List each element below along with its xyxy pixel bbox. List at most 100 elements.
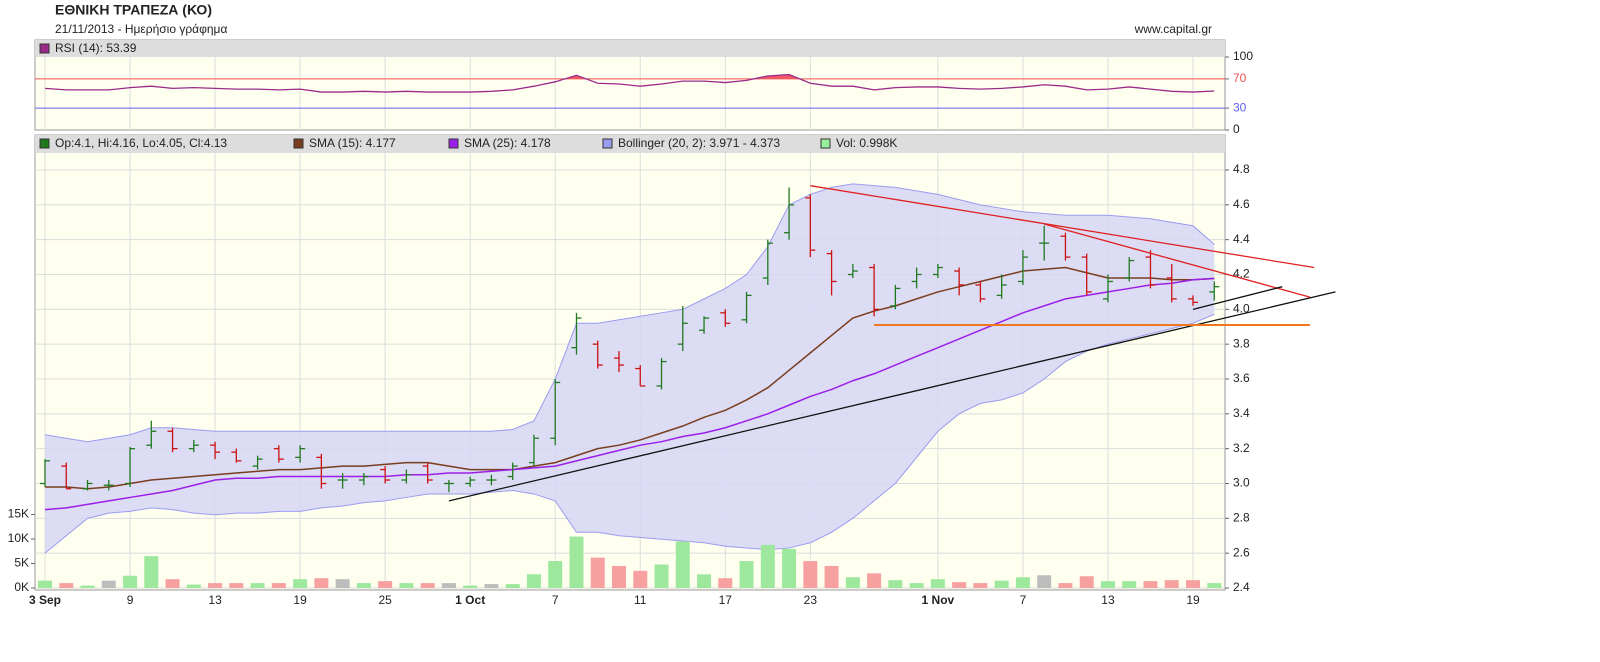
- rsi-header: [35, 40, 1225, 57]
- volume-bar: [123, 575, 138, 588]
- legend-label: Bollinger (20, 2): 3.971 - 4.373: [618, 136, 780, 150]
- x-tick-label: 1 Nov: [922, 593, 955, 607]
- volume-bar: [101, 580, 116, 588]
- volume-bar: [952, 582, 967, 588]
- volume-bar: [782, 548, 797, 588]
- x-tick-label: 25: [378, 593, 392, 607]
- y-tick-label: 2.4: [1233, 580, 1250, 594]
- volume-bar: [505, 584, 520, 588]
- bollinger-lower: [44, 313, 1215, 554]
- y-tick-label: 4.4: [1233, 232, 1250, 246]
- legend-swatch: [448, 138, 459, 149]
- volume-tick-label: 10K: [8, 531, 29, 545]
- chart-title: ΕΘΝΙΚΗ ΤΡΑΠΕΖΑ (ΚΟ): [55, 2, 212, 18]
- volume-bar: [760, 544, 775, 588]
- trendline: [810, 185, 1315, 269]
- trendline: [1192, 286, 1283, 310]
- legend-label: SMA (15): 4.177: [309, 136, 396, 150]
- volume-bar: [399, 583, 414, 588]
- volume-bar: [994, 580, 1009, 588]
- y-tick-label: 3.6: [1233, 371, 1250, 385]
- volume-tick-label: 15K: [8, 507, 29, 521]
- x-tick-label: 13: [208, 593, 222, 607]
- volume-bar: [80, 585, 95, 588]
- volume-bar: [930, 579, 945, 588]
- rsi-tick-label: 0: [1233, 122, 1240, 136]
- y-tick-label: 2.8: [1233, 511, 1250, 525]
- legend-swatch: [39, 43, 50, 54]
- volume-bar: [38, 580, 52, 588]
- chart-subtitle: 21/11/2013 - Ημερήσιο γράφημα: [55, 22, 227, 36]
- y-tick-label: 2.6: [1233, 545, 1250, 559]
- volume-bar: [165, 579, 180, 588]
- x-tick-label: 13: [1101, 593, 1115, 607]
- volume-bar: [803, 561, 818, 588]
- y-tick-label: 3.4: [1233, 406, 1250, 420]
- volume-bar: [144, 556, 159, 588]
- moving-average: [44, 277, 1215, 511]
- volume-bar: [548, 561, 563, 588]
- volume-bar: [420, 583, 435, 588]
- volume-tick-label: 5K: [14, 556, 29, 570]
- volume-bar: [526, 574, 541, 588]
- rsi-tick-label: 70: [1233, 71, 1247, 85]
- trendline: [1044, 223, 1311, 298]
- rsi-tick-label: 30: [1233, 100, 1247, 114]
- y-tick-label: 3.8: [1233, 336, 1250, 350]
- legend-swatch: [602, 138, 613, 149]
- y-tick-label: 4.8: [1233, 162, 1250, 176]
- volume-bar: [888, 580, 903, 588]
- x-tick-label: 7: [1020, 593, 1027, 607]
- bollinger-upper: [44, 183, 1215, 443]
- rsi-line: [44, 73, 1215, 93]
- volume-bar: [675, 541, 690, 588]
- volume-bar: [718, 578, 733, 588]
- volume-bar: [59, 583, 74, 588]
- volume-bar: [1122, 581, 1137, 588]
- y-tick-label: 3.2: [1233, 441, 1250, 455]
- x-tick-label: 23: [804, 593, 818, 607]
- volume-bar: [250, 583, 265, 588]
- y-tick-label: 3.0: [1233, 476, 1250, 490]
- bollinger-band: [45, 183, 1215, 554]
- volume-bar: [633, 570, 648, 588]
- volume-bar: [909, 583, 924, 588]
- x-tick-label: 19: [1186, 593, 1200, 607]
- volume-bar: [1079, 576, 1094, 588]
- volume-bar: [1207, 583, 1222, 588]
- volume-bar: [973, 583, 988, 588]
- volume-bar: [229, 583, 244, 588]
- volume-bar: [463, 585, 478, 588]
- legend-label: Vol: 0.998K: [836, 136, 897, 150]
- volume-bar: [1037, 575, 1052, 588]
- volume-bar: [208, 583, 223, 588]
- volume-bar: [697, 574, 712, 588]
- y-tick-label: 4.0: [1233, 302, 1250, 316]
- volume-bar: [867, 573, 882, 588]
- volume-bar: [824, 565, 839, 588]
- y-tick-label: 4.6: [1233, 197, 1250, 211]
- volume-bar: [845, 577, 860, 588]
- moving-average: [45, 266, 1215, 490]
- volume-bar: [293, 579, 308, 588]
- legend-swatch: [39, 138, 50, 149]
- x-tick-label: 7: [552, 593, 559, 607]
- rsi-tick-label: 100: [1233, 49, 1253, 63]
- x-tick-label: 3 Sep: [29, 593, 61, 607]
- legend-label: Op:4.1, Hi:4.16, Lo:4.05, Cl:4.13: [55, 136, 227, 150]
- volume-bar: [590, 557, 605, 588]
- legend-swatch: [820, 138, 831, 149]
- rsi-overbought-fill: [564, 74, 800, 79]
- volume-bar: [441, 583, 456, 588]
- volume-bar: [1186, 580, 1200, 588]
- volume-bar: [1058, 583, 1073, 588]
- legend-label: SMA (25): 4.178: [464, 136, 551, 150]
- volume-bar: [739, 561, 754, 588]
- x-tick-label: 17: [719, 593, 733, 607]
- price-header: [35, 135, 1225, 153]
- x-tick-label: 9: [127, 593, 134, 607]
- legend-swatch: [293, 138, 304, 149]
- volume-bar: [1143, 581, 1158, 588]
- x-tick-label: 19: [293, 593, 307, 607]
